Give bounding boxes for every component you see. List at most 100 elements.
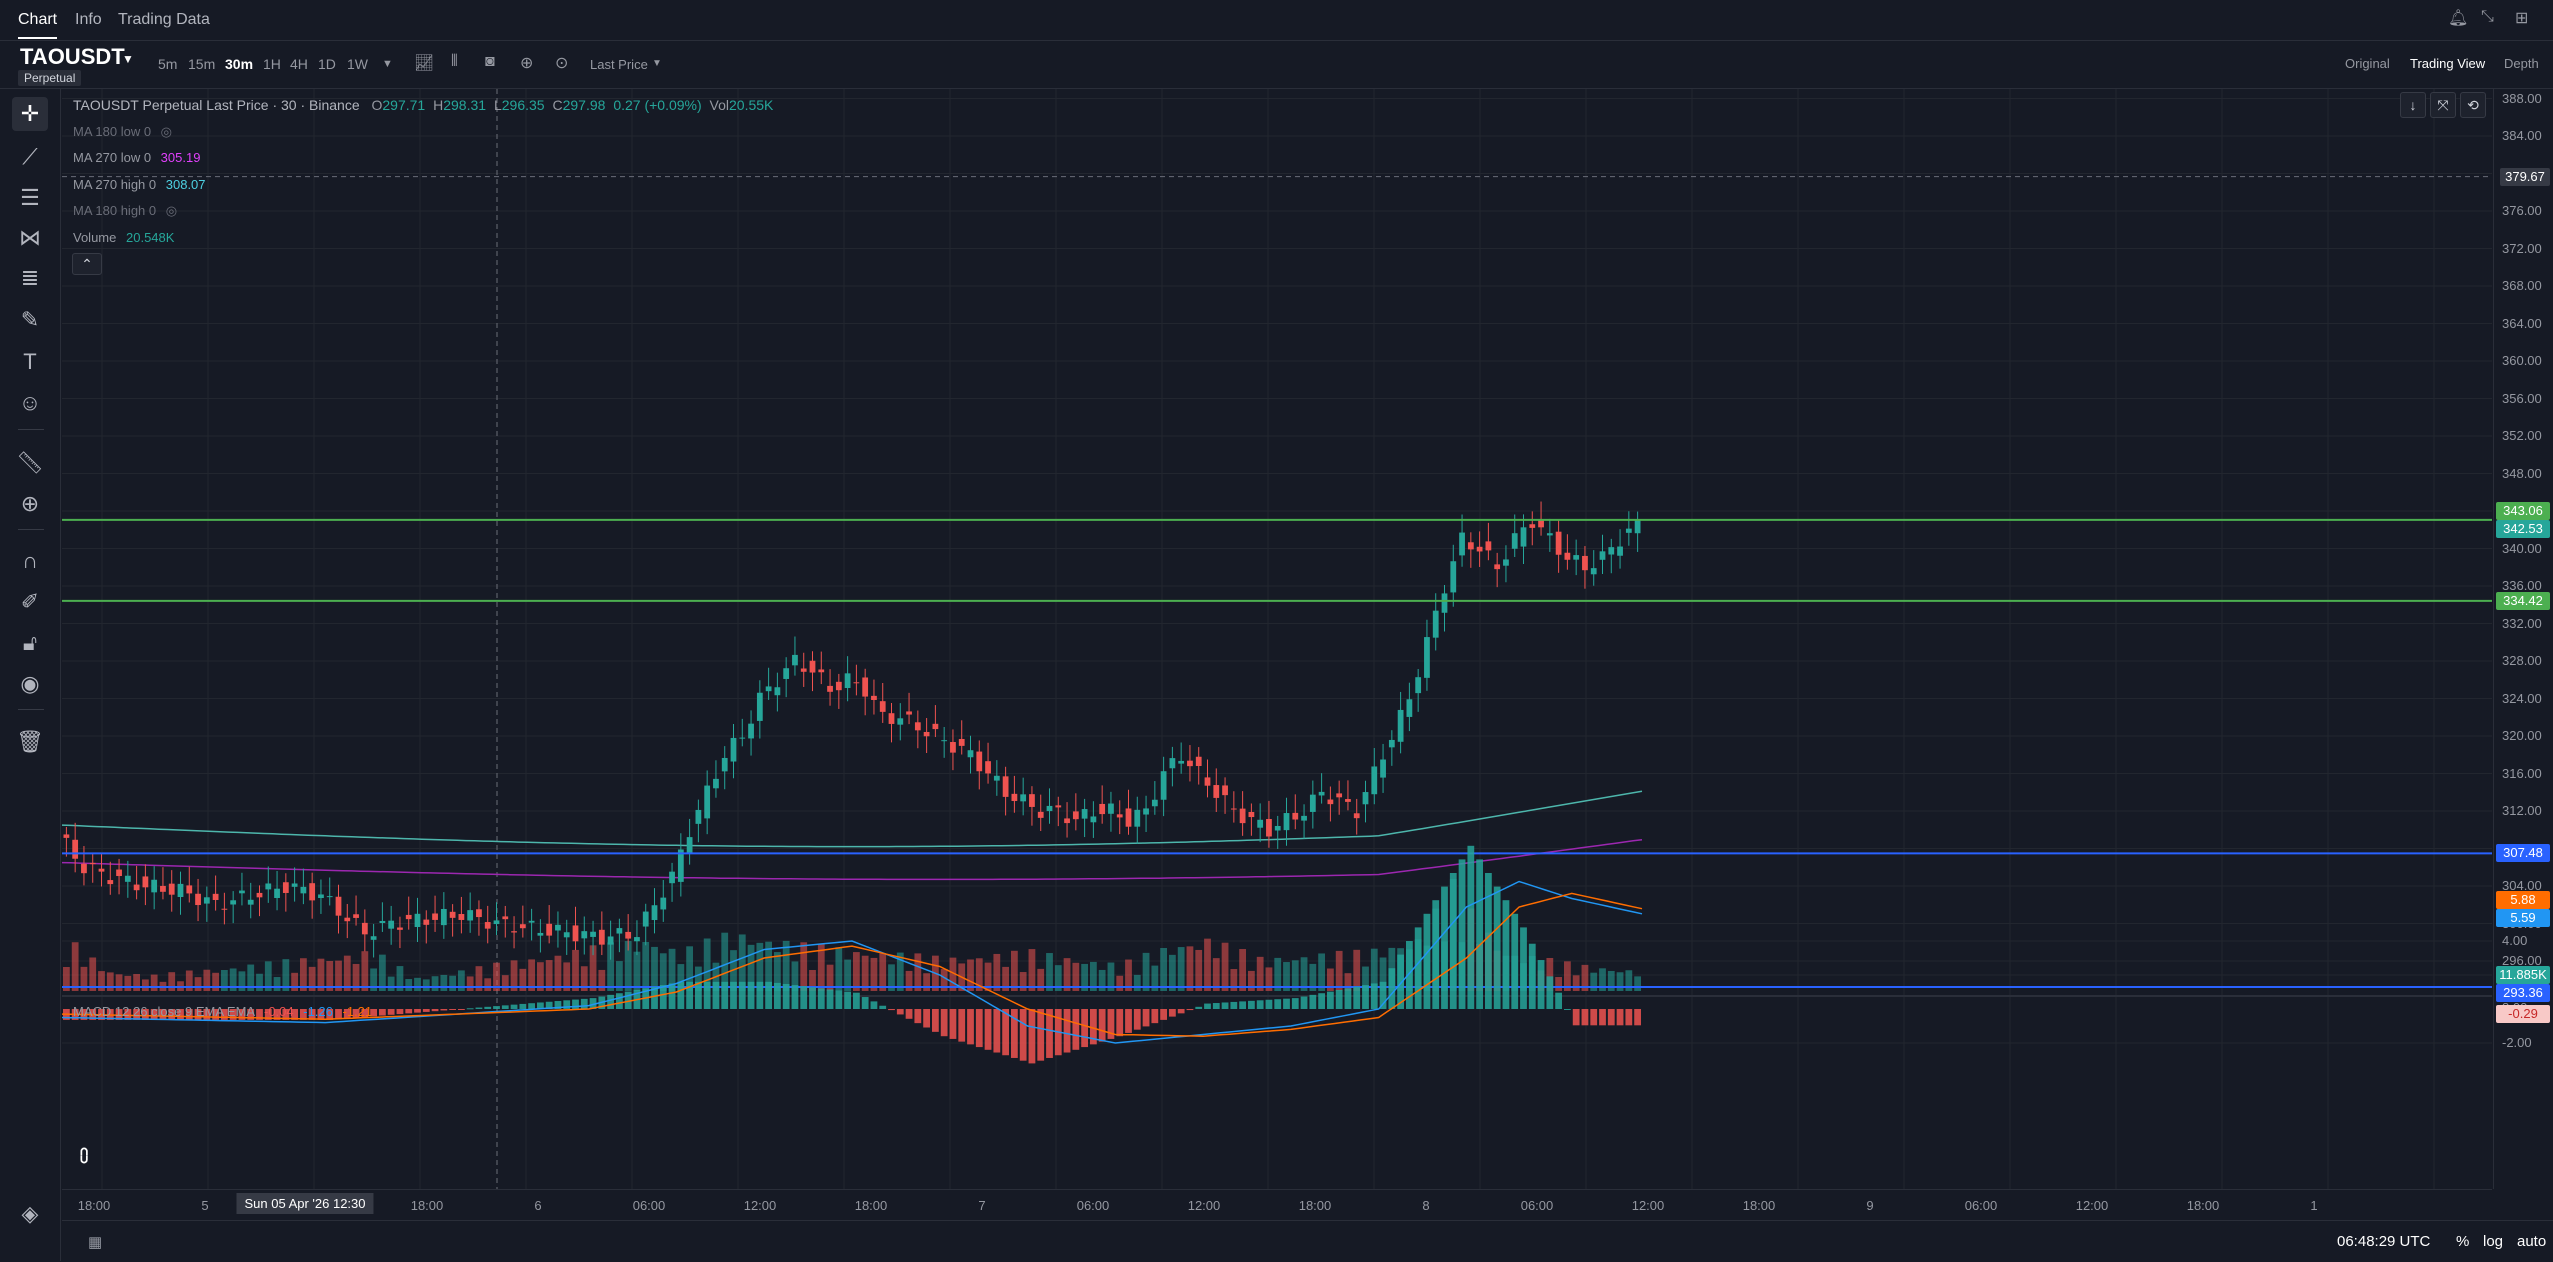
collapse-legend-icon[interactable]: ⌃ bbox=[72, 253, 102, 275]
macd-histogram-bar bbox=[1098, 1009, 1106, 1042]
legend-c-label: C bbox=[552, 97, 563, 113]
volume-bar bbox=[1195, 949, 1203, 991]
volume-bar bbox=[106, 972, 114, 991]
lock-icon[interactable]: 🔓︎ bbox=[22, 630, 38, 655]
macd-histogram-bar bbox=[150, 1009, 158, 1020]
candle-type-icon[interactable]: ⫴ bbox=[451, 53, 458, 70]
time-axis[interactable]: 18:00 5 06:00 18:00 6 06:00 12:00 18:00 7 06:00 12… bbox=[62, 1189, 2492, 1220]
fit-icon[interactable]: ⤧ bbox=[2430, 92, 2456, 118]
candle-body bbox=[212, 893, 219, 900]
fib-icon[interactable]: ≣ bbox=[20, 265, 40, 290]
eye-hidden-icon[interactable]: ◎ bbox=[160, 124, 173, 139]
view-trading-view[interactable]: Trading View bbox=[2410, 56, 2486, 71]
timeframe-1d[interactable]: 1D bbox=[318, 56, 336, 72]
auto-toggle[interactable]: auto bbox=[2517, 1233, 2547, 1250]
macd-histogram-bar bbox=[1063, 1009, 1071, 1053]
replay-icon[interactable]: ⊙ bbox=[555, 55, 569, 72]
timeframe-dropdown-icon[interactable]: ▼ bbox=[382, 58, 393, 70]
price-type-select[interactable]: Last Price bbox=[590, 57, 648, 72]
chevron-down-icon[interactable]: ▼ bbox=[122, 52, 134, 66]
bell-icon[interactable]: 🔔︎ bbox=[2448, 10, 2469, 27]
grid-layout-icon[interactable]: ⊞ bbox=[2515, 10, 2529, 27]
brush-icon[interactable]: ✎ bbox=[20, 307, 40, 332]
eye-hidden-icon[interactable]: ◎ bbox=[165, 203, 178, 218]
macd-histogram-bar bbox=[458, 1009, 465, 1010]
tab-trading-data[interactable]: Trading Data bbox=[118, 11, 210, 28]
volume-bar bbox=[914, 953, 922, 991]
timeframe-5m[interactable]: 5m bbox=[158, 56, 178, 72]
time-tick-label: 12:00 bbox=[1631, 1198, 1665, 1213]
macd-histogram-bar bbox=[1300, 996, 1308, 1009]
macd-histogram-bar bbox=[291, 1009, 298, 1020]
price-type-caret-icon[interactable]: ▼ bbox=[652, 58, 662, 69]
view-depth[interactable]: Depth bbox=[2504, 56, 2539, 71]
volume-bar bbox=[194, 977, 202, 991]
candle-body bbox=[1362, 792, 1369, 805]
timeframe-1w[interactable]: 1W bbox=[347, 56, 368, 72]
macd-histogram-bar bbox=[475, 1007, 483, 1009]
macd-histogram-bar bbox=[440, 1009, 448, 1011]
magnet-icon[interactable]: ∩ bbox=[22, 548, 38, 573]
top-bar: Chart Info Trading Data 🔔︎ ⤡ ⊞ bbox=[0, 0, 2553, 41]
macd-histogram-bar bbox=[1397, 954, 1404, 1009]
candle-body bbox=[502, 916, 509, 920]
candle-body bbox=[291, 883, 298, 887]
log-toggle[interactable]: log bbox=[2483, 1233, 2504, 1250]
candle-body bbox=[616, 928, 623, 934]
candle-body bbox=[1301, 815, 1307, 821]
lock-draw-icon[interactable]: ✐ bbox=[20, 589, 40, 614]
candle-body bbox=[1608, 547, 1615, 555]
candle-body bbox=[1081, 809, 1088, 819]
volume-bar bbox=[1572, 975, 1580, 991]
volume-bar bbox=[1019, 972, 1027, 991]
volume-bar bbox=[835, 947, 843, 991]
calendar-icon[interactable]: ▦ bbox=[88, 1234, 103, 1251]
price-axis[interactable]: 388.00384.00380.00376.00372.00368.00364.… bbox=[2493, 89, 2553, 1189]
candle-body bbox=[423, 919, 430, 925]
macd-histogram-bar bbox=[1002, 1009, 1009, 1056]
legend-volume: Volume 20.548K bbox=[73, 230, 174, 245]
zoom-icon[interactable]: ⊕ bbox=[20, 491, 40, 516]
candle-body bbox=[1239, 808, 1246, 824]
volume-bar bbox=[300, 958, 307, 991]
timeframe-30m[interactable]: 30m bbox=[225, 56, 254, 72]
collapse-icon[interactable]: ⤡ bbox=[2481, 8, 2494, 25]
add-icon[interactable]: ⊕ bbox=[520, 55, 534, 72]
candle-body bbox=[1415, 677, 1422, 694]
reset-icon[interactable]: ⟲ bbox=[2460, 92, 2486, 118]
chart-area[interactable] bbox=[62, 89, 2492, 1189]
macd-histogram-bar bbox=[405, 1009, 413, 1014]
candle-body bbox=[1125, 808, 1132, 827]
pattern-icon[interactable]: ⋈ bbox=[19, 225, 41, 250]
emoji-icon[interactable]: ☺ bbox=[18, 390, 42, 415]
volume-bar bbox=[71, 942, 79, 991]
time-tick-label: 12:00 bbox=[1187, 1198, 1221, 1213]
camera-icon[interactable]: ◙ bbox=[485, 53, 495, 70]
timeframe-15m[interactable]: 15m bbox=[188, 56, 216, 72]
symbol-name[interactable]: TAOUSDT bbox=[20, 44, 125, 69]
layers-icon[interactable]: ◈ bbox=[21, 1201, 39, 1226]
candle-body bbox=[555, 924, 561, 931]
macd-histogram-bar bbox=[528, 1003, 535, 1009]
trend-line-icon[interactable]: ⟋ bbox=[22, 144, 38, 169]
horizontal-lines-icon[interactable]: ☰ bbox=[20, 185, 40, 210]
indicator-chart-icon[interactable]: 📈︎ bbox=[414, 55, 435, 72]
clock-label[interactable]: 06:48:29 UTC bbox=[2337, 1233, 2431, 1250]
tab-chart[interactable]: Chart bbox=[18, 11, 58, 39]
text-icon[interactable]: T bbox=[23, 349, 37, 374]
eye-icon[interactable]: ◉ bbox=[20, 671, 40, 696]
candle-body bbox=[651, 905, 658, 921]
macd-histogram-bar bbox=[300, 1009, 307, 1020]
scroll-down-icon[interactable]: ↓ bbox=[2400, 92, 2426, 118]
tab-info[interactable]: Info bbox=[75, 11, 102, 28]
ruler-icon[interactable]: 📏︎ bbox=[16, 450, 44, 475]
macd-histogram-bar bbox=[124, 1009, 132, 1020]
crosshair-icon[interactable]: ✛ bbox=[12, 97, 48, 131]
timeframe-1h[interactable]: 1H bbox=[263, 56, 281, 72]
trash-icon[interactable]: 🗑︎ bbox=[16, 729, 44, 754]
candle-body bbox=[1274, 825, 1281, 831]
macd-histogram-bar bbox=[168, 1009, 176, 1020]
percent-toggle[interactable]: % bbox=[2456, 1233, 2470, 1250]
view-original[interactable]: Original bbox=[2345, 56, 2390, 71]
timeframe-4h[interactable]: 4H bbox=[290, 56, 308, 72]
